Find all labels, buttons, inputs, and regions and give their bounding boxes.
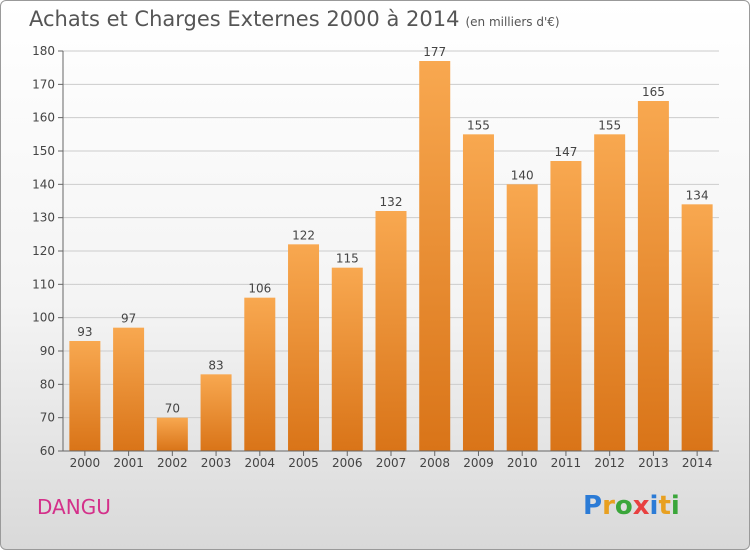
y-tick-label: 120 [32,244,55,258]
chart-unit: (en milliers d'€) [465,15,560,29]
data-label-2011: 147 [554,145,577,159]
x-tick-label-2009: 2009 [463,456,494,470]
bar-2008 [419,61,451,451]
data-label-2006: 115 [336,252,359,266]
y-tick-label: 110 [32,277,55,291]
logo-letter: o [614,491,633,521]
y-tick-label: 80 [40,377,55,391]
data-label-2013: 165 [642,85,665,99]
chart-title-text: Achats et Charges Externes 2000 à 2014 [29,7,460,31]
x-tick-label-2005: 2005 [288,456,319,470]
logo-letter: r [602,491,615,521]
data-label-2000: 93 [77,325,92,339]
x-tick-label-2004: 2004 [245,456,276,470]
x-tick-label-2012: 2012 [594,456,625,470]
bar-2007 [375,211,407,451]
bar-2004 [244,297,276,451]
commune-name: DANGU [37,495,111,519]
data-label-2009: 155 [467,118,490,132]
data-label-2003: 83 [208,358,223,372]
x-tick-label-2002: 2002 [157,456,188,470]
x-tick-label-2014: 2014 [682,456,713,470]
x-tick-label-2010: 2010 [507,456,538,470]
y-tick-label: 100 [32,311,55,325]
logo-letter: t [658,491,671,521]
bar-2000 [69,341,101,451]
y-tick-label: 140 [32,177,55,191]
y-tick-label: 180 [32,44,55,58]
data-label-2007: 132 [380,195,403,209]
bar-2014 [681,204,713,451]
bar-2012 [594,134,626,452]
bars: 93 97 70 83 106 122 115 132 177 155 140 147 155 165 13… [69,45,713,452]
logo-letter: i [649,491,659,521]
y-tick-label: 70 [40,411,55,425]
data-label-2004: 106 [248,282,271,296]
bar-2001 [113,327,145,451]
data-label-2005: 122 [292,228,315,242]
x-tick-label-2001: 2001 [113,456,144,470]
data-label-2008: 177 [423,45,446,59]
logo-letter: x [632,491,650,521]
y-tick-label: 170 [32,77,55,91]
y-tick-label: 130 [32,211,55,225]
bar-2005 [288,244,320,451]
y-tick-label: 60 [40,444,55,458]
data-label-2010: 140 [511,168,534,182]
data-label-2001: 97 [121,312,136,326]
bar-2010 [506,184,538,452]
bar-2013 [637,101,669,451]
data-label-2002: 70 [165,402,180,416]
x-tick-label-2007: 2007 [376,456,407,470]
x-tick-label-2008: 2008 [419,456,450,470]
bar-2009 [462,134,494,452]
x-tick-label-2006: 2006 [332,456,363,470]
bar-2011 [550,161,582,451]
chart-title: Achats et Charges Externes 2000 à 2014 (e… [29,7,560,31]
x-tick-label-2000: 2000 [70,456,101,470]
x-tick-label-2003: 2003 [201,456,232,470]
axes: 60 70 80 90 100 110 120 130 140 150 160 170 180 2000 2… [32,44,719,470]
logo-letter: i [670,491,680,521]
data-label-2014: 134 [686,188,709,202]
data-label-2012: 155 [598,118,621,132]
bar-2002 [156,417,188,451]
x-tick-label-2013: 2013 [638,456,669,470]
bar-2006 [331,267,363,451]
proxiti-logo: Proxiti [583,491,680,521]
y-tick-label: 160 [32,111,55,125]
y-tick-label: 150 [32,144,55,158]
y-tick-label: 90 [40,344,55,358]
bar-2003 [200,374,232,451]
x-tick-label-2011: 2011 [551,456,582,470]
logo-letter: P [583,491,603,521]
